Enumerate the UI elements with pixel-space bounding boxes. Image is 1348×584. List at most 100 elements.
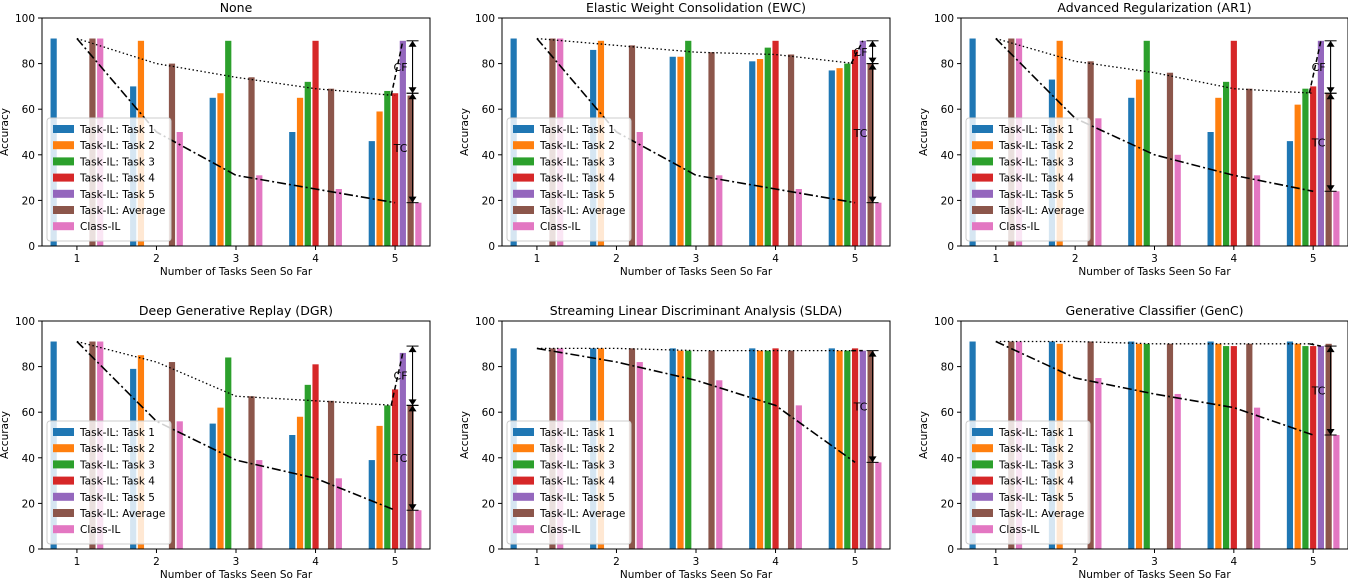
bar-task1-task-5: [368, 460, 375, 549]
x-tick-label: 1: [992, 556, 999, 568]
legend-label-task2: Task-IL: Task 2: [539, 140, 615, 152]
bar-task2-task-5: [376, 111, 383, 246]
legend-swatch-class_il: [513, 525, 534, 534]
x-tick-label: 2: [153, 556, 160, 568]
bar-average-task-2: [1087, 341, 1094, 549]
legend-swatch-task2: [513, 444, 534, 453]
class-il-trend-line: [76, 37, 396, 204]
legend-label-task5: Task-IL: Task 5: [539, 492, 615, 504]
chart-panel-5: Streaming Linear Discriminant Analysis (…: [459, 303, 891, 581]
x-axis-label: Number of Tasks Seen So Far: [160, 569, 313, 580]
x-tick-label: 3: [1151, 556, 1158, 568]
bar-class_il-task-5: [875, 462, 882, 549]
legend-label-task3: Task-IL: Task 3: [998, 459, 1074, 471]
legend-label-task1: Task-IL: Task 1: [539, 124, 615, 136]
bar-task1-task-3: [669, 56, 676, 247]
legend-label-task2: Task-IL: Task 2: [998, 443, 1074, 455]
bar-task5-task-5: [1317, 40, 1324, 246]
x-tick-label: 1: [74, 253, 81, 265]
tc-arrowhead-bottom: [1326, 429, 1335, 435]
bar-class_il-task-3: [256, 460, 263, 549]
bar-task1-task-3: [209, 97, 216, 246]
legend-swatch-average: [513, 206, 534, 214]
x-axis-label: Number of Tasks Seen So Far: [620, 569, 773, 580]
legend: Task-IL: Task 1 Task-IL: Task 2 Task-IL: T…: [506, 420, 632, 545]
legend-label-class_il: Class-IL: [999, 221, 1040, 233]
legend-swatch-average: [513, 509, 534, 517]
bar-average-task-3: [248, 396, 255, 549]
x-tick-label: 5: [1310, 253, 1317, 265]
bar-task4-task-5: [1310, 346, 1317, 549]
x-axis-label: Number of Tasks Seen So Far: [1078, 266, 1231, 278]
legend-label-average: Task-IL: Average: [998, 508, 1084, 520]
legend-swatch-task5: [972, 189, 993, 198]
legend-swatch-task1: [972, 125, 993, 133]
x-tick-label: 2: [613, 556, 620, 568]
bar-task4-task-4: [772, 348, 779, 549]
bar-task3-task-4: [1223, 81, 1230, 246]
tc-arrowhead-bottom: [408, 196, 417, 203]
y-axis-label: Accuracy: [0, 108, 11, 156]
bar-average-task-5: [1325, 343, 1332, 549]
x-tick-label: 4: [772, 253, 779, 265]
legend-swatch-task1: [513, 125, 534, 133]
bar-task1-task-4: [1207, 341, 1214, 549]
legend-swatch-average: [53, 509, 74, 517]
tc-label: TC: [1311, 136, 1326, 149]
bar-class_il-task-4: [1253, 407, 1261, 549]
bar-task4-task-4: [1230, 346, 1237, 549]
y-tick-label: 100: [934, 316, 954, 328]
bar-class_il-task-4: [1253, 175, 1261, 246]
cf-arrowhead-bottom: [408, 87, 417, 94]
bar-average-task-2: [628, 45, 636, 246]
bar-task3-task-5: [384, 405, 391, 549]
chart-title: Advanced Regularization (AR1): [1057, 0, 1251, 15]
x-axis-label: Number of Tasks Seen So Far: [620, 266, 773, 278]
cf-arrowhead-top: [1326, 40, 1335, 47]
legend: Task-IL: Task 1 Task-IL: Task 2 Task-IL: T…: [46, 117, 172, 242]
legend-label-task2: Task-IL: Task 2: [998, 140, 1074, 152]
x-tick-label: 2: [153, 253, 160, 265]
bar-task1-task-4: [749, 61, 756, 246]
y-tick-label: 100: [15, 13, 35, 25]
chart-panel-1: None CF TC 0 20 40 60 80 100 1 2 3 4 5 Number of Tasks…: [0, 0, 431, 278]
bar-task5-task-5: [399, 40, 406, 246]
y-axis-label: Accuracy: [459, 108, 471, 156]
bar-task3-task-3: [685, 40, 692, 246]
bar-task3-task-3: [225, 40, 232, 246]
y-tick-label: 20: [22, 195, 35, 207]
bar-task3-task-4: [764, 47, 771, 246]
legend-box: [46, 117, 172, 242]
legend-swatch-task3: [53, 460, 74, 469]
y-tick-label: 0: [947, 241, 954, 253]
y-tick-label: 100: [934, 13, 954, 25]
bar-average-task-3: [1166, 72, 1174, 246]
bar-average-task-5: [867, 63, 874, 246]
bar-average-task-5: [1325, 93, 1332, 247]
tc-arrowhead-top: [408, 405, 417, 412]
x-tick-label: 1: [992, 253, 999, 265]
legend-swatch-task2: [972, 141, 993, 150]
legend-label-task1: Task-IL: Task 1: [998, 427, 1074, 439]
bar-task3-task-5: [844, 63, 851, 246]
bar-task2-task-5: [836, 68, 843, 246]
legend-label-task3: Task-IL: Task 3: [539, 156, 615, 168]
x-tick-label: 2: [1072, 556, 1079, 568]
legend-label-task2: Task-IL: Task 2: [79, 140, 155, 152]
y-tick-label: 80: [482, 59, 495, 71]
x-tick-label: 3: [693, 253, 700, 265]
y-tick-label: 100: [15, 316, 35, 328]
bar-task3-task-5: [384, 90, 391, 247]
y-tick-label: 80: [941, 362, 954, 374]
legend-label-average: Task-IL: Average: [539, 205, 625, 217]
chart-title: Elastic Weight Consolidation (EWC): [586, 0, 806, 15]
tc-arrowhead-bottom: [408, 504, 417, 511]
bar-task3-task-4: [764, 350, 771, 549]
tc-arrowhead-top: [868, 63, 877, 70]
bar-task2-task-3: [1135, 343, 1143, 549]
bar-class_il-task-3: [1174, 393, 1181, 549]
chart-title: Generative Classifier (GenC): [1065, 303, 1243, 318]
y-tick-label: 0: [488, 241, 495, 253]
